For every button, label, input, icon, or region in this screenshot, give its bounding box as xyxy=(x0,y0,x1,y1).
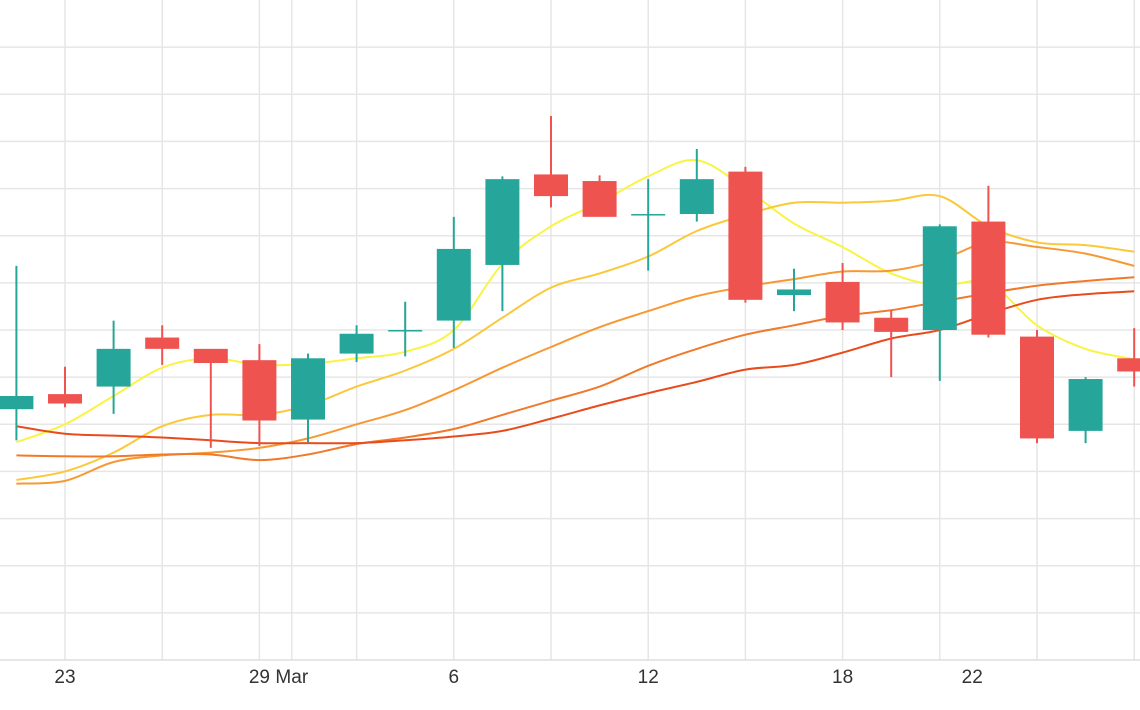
candle xyxy=(922,224,957,381)
moving-average-line-2 xyxy=(16,193,1135,481)
candle-body xyxy=(777,289,811,296)
candle-body xyxy=(874,317,909,332)
candle-body xyxy=(96,348,131,387)
candle-body xyxy=(825,281,860,323)
moving-average-line-5 xyxy=(16,290,1135,445)
candle xyxy=(485,176,520,312)
candle-body xyxy=(631,214,666,216)
candle-body xyxy=(922,226,957,330)
candle-body xyxy=(1020,336,1054,439)
candle-body xyxy=(193,348,228,363)
candle-body xyxy=(48,394,82,404)
candle xyxy=(242,344,277,446)
candle-body xyxy=(0,396,34,410)
candle xyxy=(1020,330,1054,444)
candle xyxy=(631,179,666,271)
candle-body xyxy=(534,174,568,197)
candle-body xyxy=(1117,358,1140,372)
x-tick-label: 12 xyxy=(638,667,659,688)
x-tick-label: 29 xyxy=(249,667,270,688)
candle xyxy=(0,265,34,441)
x-tick-label: 22 xyxy=(962,667,983,688)
moving-average-line-4 xyxy=(16,276,1135,462)
x-tick-label: 6 xyxy=(449,667,460,688)
candle xyxy=(971,185,1006,338)
candle-body xyxy=(388,330,423,332)
candle xyxy=(291,353,325,443)
candle xyxy=(145,325,180,365)
candle-body xyxy=(145,337,180,349)
candle xyxy=(339,325,374,363)
candle xyxy=(582,175,617,217)
candle-body xyxy=(971,221,1006,335)
candle-body xyxy=(1068,379,1103,431)
candle xyxy=(193,348,228,448)
candle xyxy=(48,366,82,408)
candle xyxy=(96,320,131,414)
moving-average-line-3 xyxy=(16,240,1135,485)
candle xyxy=(1117,328,1140,387)
candle-body xyxy=(242,360,277,421)
x-tick-label: 18 xyxy=(832,667,853,688)
candle-body xyxy=(679,179,714,215)
candle-body xyxy=(436,248,471,321)
x-axis-tick-labels: 23 29 Mar 6 12 18 22 xyxy=(54,667,982,688)
candle xyxy=(777,268,811,312)
x-tick-label: 23 xyxy=(54,667,75,688)
candle xyxy=(1068,377,1103,444)
x-tick-label: Mar xyxy=(275,667,308,688)
candle xyxy=(728,166,763,303)
candle-body xyxy=(339,333,374,354)
candle xyxy=(679,148,714,222)
candle xyxy=(825,263,860,330)
candle-body xyxy=(582,181,617,217)
candle xyxy=(874,310,909,378)
candle xyxy=(534,115,568,208)
candle-layer xyxy=(0,115,1140,448)
moving-average-line-1 xyxy=(16,159,1135,444)
candle-body xyxy=(291,358,325,420)
candle xyxy=(388,301,423,357)
candle-body xyxy=(728,171,763,300)
moving-average-layer xyxy=(16,159,1135,485)
candle-body xyxy=(485,179,520,265)
candle xyxy=(436,216,471,348)
grid-layer xyxy=(0,0,1140,661)
